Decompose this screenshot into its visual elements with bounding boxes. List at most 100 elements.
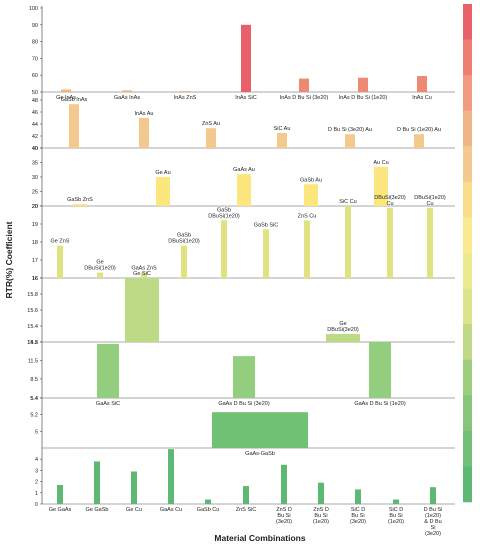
bar-3-2 bbox=[141, 272, 147, 278]
bar-7-2 bbox=[131, 471, 137, 504]
bar-1-1 bbox=[139, 118, 149, 148]
color-scale-swatch-1 bbox=[463, 39, 472, 76]
bar-3-9 bbox=[427, 207, 433, 278]
panel-0-tick-label: 90 bbox=[32, 23, 38, 29]
panel-1-tick-label: 48 bbox=[32, 98, 38, 104]
bar-2-4 bbox=[374, 166, 388, 206]
bar-label-7-6: Bu Si bbox=[277, 513, 290, 519]
bar-label-7-6: (3e20) bbox=[276, 519, 292, 525]
color-scale-swatch-10 bbox=[463, 359, 472, 396]
color-scale-swatch-3 bbox=[463, 110, 472, 147]
panel-2-tick-label: 20 bbox=[32, 204, 38, 210]
color-scale-swatch-12 bbox=[463, 430, 472, 467]
bar-label-4-0: Ge SiC bbox=[133, 271, 151, 277]
bar-3-8 bbox=[387, 207, 393, 278]
bar-label-6-0: GaAs-GaSb bbox=[245, 451, 275, 457]
panel-0-tick-label: 70 bbox=[32, 56, 38, 62]
panel-4-tick-label: 15.6 bbox=[27, 308, 38, 314]
panel-7-tick-label: 2 bbox=[35, 480, 38, 486]
bar-label-2-0: GaSb ZnS bbox=[67, 197, 93, 203]
y-axis-title: RTR(%) Coefficient bbox=[4, 221, 14, 298]
bar-1-3 bbox=[277, 133, 287, 148]
bar-3-0 bbox=[57, 245, 63, 278]
bar-0-2 bbox=[180, 90, 190, 92]
panel-6-tick-label: 5.2 bbox=[30, 413, 38, 419]
x-axis-title: Material Combinations bbox=[214, 533, 305, 543]
bar-0-4 bbox=[299, 78, 309, 92]
panel-7-tick-label: 1 bbox=[35, 491, 38, 497]
bar-label-4-1: DBuSi(3e20) bbox=[327, 327, 359, 333]
color-scale-swatch-9 bbox=[463, 324, 472, 361]
bar-0-3 bbox=[241, 24, 251, 92]
bar-7-9 bbox=[393, 499, 399, 504]
panel-2-tick-label: 35 bbox=[32, 161, 38, 167]
bar-4-1 bbox=[326, 334, 360, 342]
bar-0-6 bbox=[417, 76, 427, 92]
bar-label-1-4: D Bu Si (3e20) Au bbox=[328, 127, 372, 133]
panel-0-tick-label: 60 bbox=[32, 73, 38, 79]
bar-label-3-3: GaSb bbox=[177, 233, 191, 239]
panel-3-tick-label: 18 bbox=[32, 240, 38, 246]
bar-label-7-4: GaSb Cu bbox=[197, 507, 220, 513]
bar-label-7-9: SiC D bbox=[389, 507, 403, 513]
panel-7-tick-label: 4 bbox=[35, 457, 38, 463]
bar-3-5 bbox=[263, 229, 269, 278]
bar-label-7-7: ZnS D bbox=[313, 507, 329, 513]
panel-6-tick-label: 5.4 bbox=[30, 396, 38, 402]
panel-2-tick-label: 30 bbox=[32, 175, 38, 181]
panel-7-tick-label: 3 bbox=[35, 468, 38, 474]
bar-3-7 bbox=[345, 206, 351, 278]
panel-1-tick-label: 44 bbox=[32, 122, 38, 128]
bar-label-7-7: Bu Si bbox=[314, 513, 327, 519]
bar-label-5-2: GaAs D Bu Si (1e20) bbox=[354, 401, 406, 407]
panel-6-tick-label: 5 bbox=[35, 429, 38, 435]
bar-label-7-10: D Bu Si bbox=[424, 507, 443, 513]
panel-1-tick-label: 40 bbox=[32, 146, 38, 152]
bar-label-2-1: Ge Au bbox=[155, 170, 170, 176]
bar-label-3-3: DBuSi(1e20) bbox=[168, 239, 200, 245]
bar-label-7-10: Si bbox=[431, 525, 436, 531]
bar-label-0-2: InAs ZnS bbox=[174, 95, 197, 101]
bar-5-1 bbox=[233, 356, 255, 398]
bar-label-7-3: GaAs Cu bbox=[160, 507, 182, 513]
panel-5-tick-label: 8.5 bbox=[30, 377, 38, 383]
panel-4-tick-label: 15.8 bbox=[27, 292, 38, 298]
bar-label-7-10: (3e20) bbox=[425, 531, 441, 537]
panel-2-tick-label: 40 bbox=[32, 146, 38, 152]
bar-7-7 bbox=[318, 482, 324, 504]
panel-5-tick-label: 5.4 bbox=[30, 396, 38, 402]
panel-7-tick-label: 0 bbox=[35, 502, 38, 508]
bar-label-7-0: Ge GaAs bbox=[49, 507, 72, 513]
panel-4-tick-label: 15.2 bbox=[27, 340, 38, 346]
bar-label-0-5: InAs D Bu Si (1e20) bbox=[339, 95, 388, 101]
color-scale-swatch-8 bbox=[463, 288, 472, 325]
bar-label-2-2: GaAs Au bbox=[233, 167, 255, 173]
panel-3-tick-label: 17 bbox=[32, 258, 38, 264]
bar-7-3 bbox=[168, 449, 174, 504]
bar-label-1-0: GaSb InAs bbox=[61, 97, 88, 103]
bar-6-0 bbox=[212, 412, 308, 448]
panel-0-tick-label: 100 bbox=[29, 6, 38, 12]
panel-1-tick-label: 42 bbox=[32, 134, 38, 140]
bar-label-7-9: (1e20) bbox=[388, 519, 404, 525]
bar-label-7-7: (1e20) bbox=[313, 519, 329, 525]
bar-2-0 bbox=[73, 203, 87, 206]
bar-label-7-9: Bu Si bbox=[389, 513, 402, 519]
color-scale-swatch-5 bbox=[463, 181, 472, 218]
bar-7-6 bbox=[281, 464, 287, 504]
bar-3-6 bbox=[304, 220, 310, 278]
color-scale-swatch-13 bbox=[463, 466, 472, 503]
bar-label-3-9: Cu bbox=[426, 201, 433, 207]
color-scale-swatch-4 bbox=[463, 146, 472, 183]
panel-5-tick-label: 14.5 bbox=[27, 340, 38, 346]
bar-label-0-3: InAs SiC bbox=[235, 95, 256, 101]
bar-label-0-1: GaAs InAs bbox=[114, 95, 141, 101]
bar-0-1 bbox=[122, 90, 132, 92]
bar-label-0-4: InAs D Bu Si (3e20) bbox=[280, 95, 329, 101]
panel-5-tick-label: 11.5 bbox=[28, 358, 38, 364]
bar-label-3-2: GaAs ZnS bbox=[131, 266, 157, 272]
bar-label-3-5: GaSb SiC bbox=[254, 222, 278, 228]
bar-label-7-8: (3e20) bbox=[350, 519, 366, 525]
bar-label-1-1: InAs Au bbox=[135, 111, 154, 117]
bar-2-2 bbox=[237, 174, 251, 206]
